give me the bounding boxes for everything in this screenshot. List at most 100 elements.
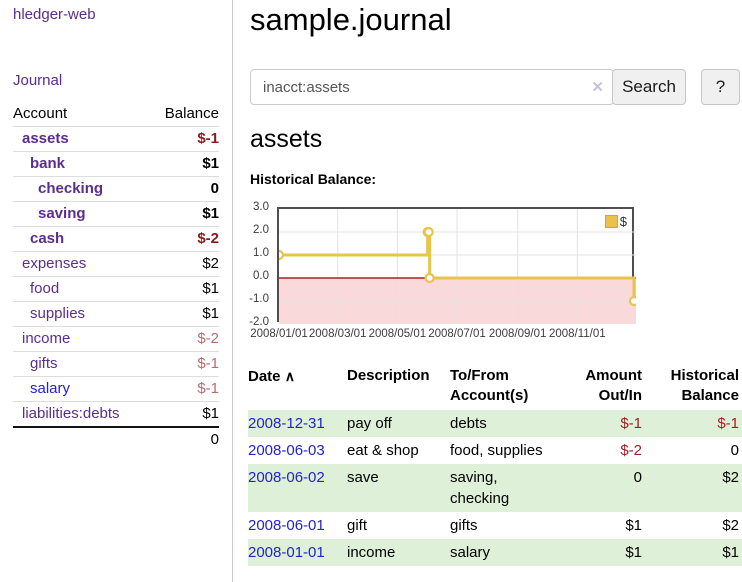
main-content: sample.journal ✕ Search ? assets Histori… — [248, 0, 742, 582]
clear-search-icon[interactable]: ✕ — [591, 79, 604, 96]
account-link-income[interactable]: income — [22, 330, 71, 347]
account-balance: $2 — [149, 251, 219, 277]
search-button[interactable]: Search — [612, 69, 686, 105]
y-tick-label: 3.0 — [253, 200, 269, 213]
sort-ascending-icon[interactable]: ∧ — [284, 368, 295, 384]
account-link-assets[interactable]: assets — [22, 130, 69, 147]
account-balance: $-1 — [149, 351, 219, 377]
account-link-salary[interactable]: salary — [30, 380, 71, 397]
transaction-row: 2008-01-01 income salary $1 $1 — [248, 539, 742, 566]
transaction-description: eat & shop — [347, 442, 419, 459]
accounts-header-row: Account Balance — [13, 102, 219, 127]
brand-link[interactable]: hledger-web — [13, 6, 96, 23]
page-title: sample.journal — [250, 2, 452, 37]
account-balance: $-2 — [149, 226, 219, 252]
account-link-supplies[interactable]: supplies — [30, 305, 86, 322]
legend-label: $ — [619, 214, 627, 229]
transaction-accounts: salary — [450, 544, 491, 561]
transaction-accounts: gifts — [450, 517, 478, 534]
account-link-cash[interactable]: cash — [30, 230, 65, 247]
account-row: income $-2 — [13, 326, 219, 352]
transaction-description: income — [347, 544, 396, 561]
account-balance: 0 — [149, 176, 219, 202]
account-link-liabilities-debts[interactable]: liabilities:debts — [22, 405, 120, 422]
x-tick-label: 2008/11/01 — [548, 328, 606, 340]
transaction-accounts: debts — [450, 415, 487, 432]
help-button[interactable]: ? — [701, 69, 740, 105]
register-header-row: Date ∧ Description To/From Account(s) Am… — [248, 362, 742, 410]
account-link-expenses[interactable]: expenses — [22, 255, 87, 272]
transaction-balance: $2 — [722, 517, 739, 534]
account-row: expenses $2 — [13, 251, 219, 277]
register-header-balance: Historical Balance — [670, 367, 739, 404]
x-tick-label: 2008/09/01 — [488, 328, 547, 340]
x-tick-label: 2008/03/01 — [308, 328, 367, 340]
account-balance: $1 — [149, 276, 219, 302]
data-point — [628, 295, 636, 307]
register-header-date[interactable]: Date ∧ — [248, 368, 295, 385]
accounts-header-balance: Balance — [164, 105, 219, 122]
account-balance: $1 — [149, 401, 219, 427]
transaction-amount: $1 — [625, 517, 642, 534]
search-input[interactable] — [250, 69, 614, 105]
chart-legend: $ — [602, 213, 629, 230]
accounts-total-spacer — [13, 426, 150, 452]
transaction-balance: $-1 — [717, 415, 739, 432]
account-balance: $1 — [149, 151, 219, 177]
account-row: liabilities:debts $1 — [13, 401, 219, 427]
legend-swatch-icon — [604, 215, 618, 228]
transaction-description: save — [347, 469, 379, 486]
x-tick-label: 2008/05/01 — [368, 328, 427, 340]
transaction-accounts: saving, checking — [450, 469, 510, 507]
transaction-date-link[interactable]: 2008-06-02 — [248, 469, 325, 486]
sidebar-item-journal[interactable]: Journal — [13, 72, 63, 89]
account-row: bank $1 — [13, 151, 219, 177]
data-point — [424, 272, 435, 284]
transaction-amount: $1 — [625, 544, 642, 561]
register-table-body: 2008-12-31 pay off debts $-1 $-1 2008-06-03 ea… — [248, 410, 742, 566]
account-link-checking[interactable]: checking — [38, 180, 104, 197]
transaction-accounts: food, supplies — [450, 442, 543, 459]
account-row: salary $-1 — [13, 376, 219, 402]
account-link-bank[interactable]: bank — [30, 155, 66, 172]
transaction-amount: $-2 — [620, 442, 642, 459]
accounts-total-value: 0 — [149, 426, 219, 452]
transaction-description: gift — [347, 517, 368, 534]
register-header-accounts: To/From Account(s) — [450, 367, 529, 404]
transaction-date-link[interactable]: 2008-12-31 — [248, 415, 325, 432]
accounts-table: Account Balance assets $-1 bank $1 checking 0… — [13, 102, 219, 452]
account-balance: $1 — [149, 301, 219, 327]
accounts-table-body: assets $-1 bank $1 checking 0 saving $1 cash $-2 e… — [13, 126, 219, 427]
chart-plot-area[interactable]: $ — [277, 207, 636, 324]
account-link-food[interactable]: food — [30, 280, 60, 297]
account-balance: $-1 — [149, 376, 219, 402]
search-form: ✕ Search ? — [250, 69, 742, 105]
account-link-gifts[interactable]: gifts — [30, 355, 58, 372]
account-row: cash $-2 — [13, 226, 219, 252]
accounts-total-row: 0 — [13, 426, 219, 452]
transaction-amount: $-1 — [620, 415, 642, 432]
transaction-amount: 0 — [633, 469, 642, 486]
x-tick-label: 2008/07/01 — [428, 328, 486, 340]
y-tick-label: -1.0 — [249, 292, 269, 305]
transaction-balance: $1 — [722, 544, 739, 561]
register-header-description: Description — [347, 367, 430, 384]
transaction-date-link[interactable]: 2008-06-03 — [248, 442, 325, 459]
transaction-balance: $2 — [722, 469, 739, 486]
transaction-row: 2008-12-31 pay off debts $-1 $-1 — [248, 410, 742, 437]
transaction-row: 2008-06-02 save saving, checking 0 $2 — [248, 464, 742, 512]
transaction-row: 2008-06-01 gift gifts $1 $2 — [248, 512, 742, 539]
balance-chart[interactable]: 3.0 2.0 1.0 0.0 -1.0 -2.0 $ 2008/01/01 2008/03… — [249, 200, 742, 345]
transaction-date-link[interactable]: 2008-06-01 — [248, 517, 325, 534]
transaction-date-link[interactable]: 2008-01-01 — [248, 544, 325, 561]
y-tick-label: 0.0 — [253, 269, 269, 282]
account-link-saving[interactable]: saving — [38, 205, 86, 222]
transaction-description: pay off — [347, 415, 392, 432]
data-point — [279, 249, 285, 261]
transaction-row: 2008-06-03 eat & shop food, supplies $-2 0 — [248, 437, 742, 464]
account-balance: $1 — [149, 201, 219, 227]
account-balance: $-2 — [149, 326, 219, 352]
register-table: Date ∧ Description To/From Account(s) Am… — [248, 362, 742, 566]
transaction-balance: 0 — [730, 442, 739, 459]
